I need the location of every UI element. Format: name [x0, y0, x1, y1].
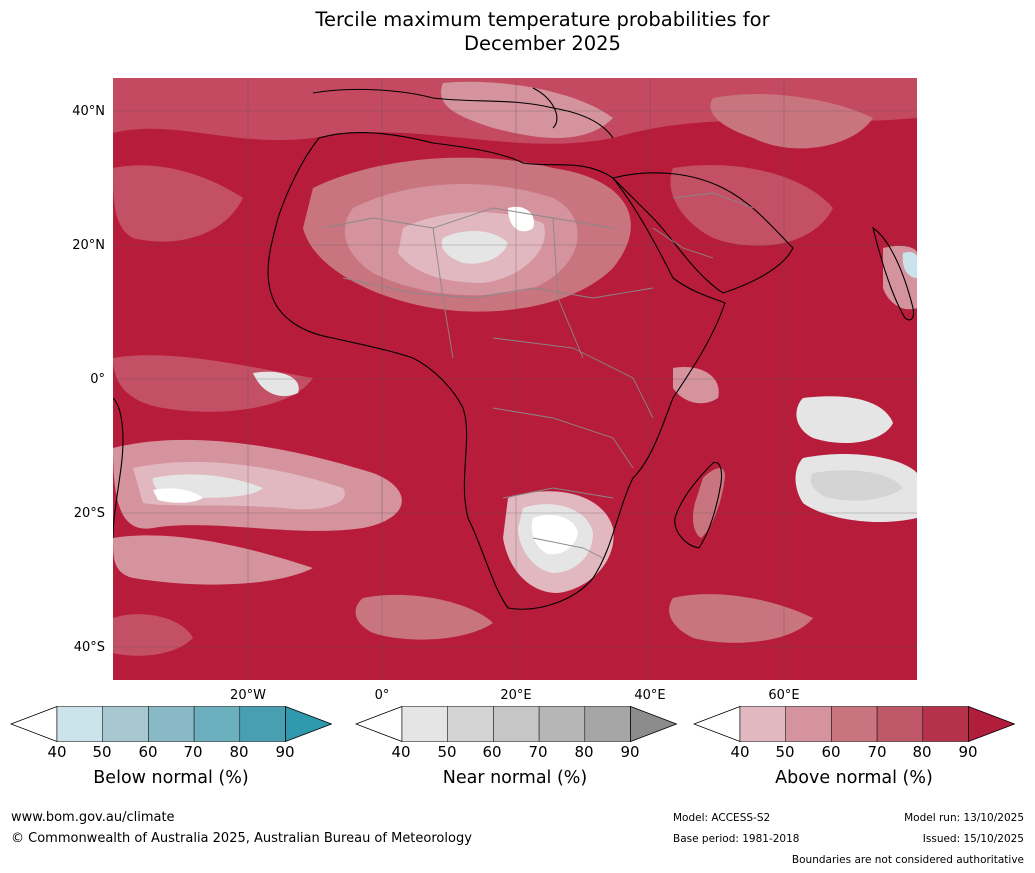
probability-regions — [113, 78, 917, 656]
below-tick-50: 50 — [92, 743, 112, 761]
above-tick-80: 80 — [912, 743, 932, 761]
colorbar-extend-high — [968, 706, 1015, 742]
lon-label-0: 0° — [374, 688, 390, 703]
footer-issued: Issued: 15/10/2025 — [922, 833, 1024, 845]
colorbar-extend-low — [355, 706, 403, 742]
colorbar-segment — [831, 706, 878, 742]
colorbar-segment — [493, 706, 540, 742]
lat-label-20n: 20°N — [72, 238, 105, 253]
colorbar-extend-low — [693, 706, 741, 742]
colorbar-segment — [193, 706, 241, 742]
above-tick-60: 60 — [821, 743, 841, 761]
colorbar-segment — [148, 706, 195, 742]
above-tick-90: 90 — [958, 743, 978, 761]
footer-disclaimer: Boundaries are not considered authoritat… — [791, 854, 1024, 866]
lon-label-20w: 20°W — [230, 688, 266, 703]
footer-model: Model: ACCESS-S2 — [673, 812, 771, 824]
above-tick-50: 50 — [775, 743, 795, 761]
above-tick-70: 70 — [867, 743, 887, 761]
graticule — [113, 78, 917, 680]
colorbar-segment — [239, 706, 286, 742]
lon-label-40e: 40°E — [634, 688, 666, 703]
title-line-2: December 2025 — [464, 32, 621, 55]
lat-label-40s: 40°S — [73, 640, 105, 655]
lat-label-40n: 40°N — [72, 104, 105, 119]
colorbar-segment — [447, 706, 494, 742]
near-tick-70: 70 — [528, 743, 548, 761]
colorbar-extend-high — [285, 706, 332, 742]
country-borders — [322, 192, 754, 559]
near-tick-80: 80 — [574, 743, 594, 761]
below-tick-80: 80 — [229, 743, 249, 761]
footer-base-period: Base period: 1981-2018 — [673, 833, 800, 845]
above-normal-title: Above normal (%) — [775, 768, 933, 788]
near-normal-title: Near normal (%) — [442, 768, 588, 788]
footer-website: www.bom.gov.au/climate — [11, 810, 175, 825]
below-normal-title: Below normal (%) — [93, 768, 249, 788]
coastlines — [113, 87, 915, 610]
colorbar-segment — [401, 706, 448, 742]
footer-model-run: Model run: 13/10/2025 — [904, 812, 1024, 824]
colorbar-segment — [876, 706, 924, 742]
colorbar-extend-high — [630, 706, 677, 742]
probability-map — [113, 78, 917, 680]
colorbar-segment — [739, 706, 786, 742]
map-svg — [113, 78, 917, 680]
colorbar-near-normal — [355, 706, 677, 742]
below-tick-70: 70 — [183, 743, 203, 761]
lat-label-20s: 20°S — [73, 506, 105, 521]
near-tick-40: 40 — [391, 743, 411, 761]
colorbar-segment — [584, 706, 631, 742]
colorbar-extend-low — [10, 706, 58, 742]
below-tick-90: 90 — [275, 743, 295, 761]
footer-copyright: © Commonwealth of Australia 2025, Austra… — [11, 831, 472, 846]
chart-title: Tercile maximum temperature probabilitie… — [0, 8, 1035, 56]
lon-label-60e: 60°E — [768, 688, 800, 703]
below-tick-60: 60 — [138, 743, 158, 761]
colorbar-above-normal — [693, 706, 1015, 742]
near-tick-90: 90 — [620, 743, 640, 761]
colorbar-segment — [56, 706, 103, 742]
lat-label-0: 0° — [90, 372, 105, 387]
near-tick-60: 60 — [482, 743, 502, 761]
lon-label-20e: 20°E — [500, 688, 532, 703]
title-line-1: Tercile maximum temperature probabilitie… — [315, 8, 770, 31]
colorbar-segment — [538, 706, 586, 742]
above-tick-40: 40 — [730, 743, 750, 761]
near-tick-50: 50 — [437, 743, 457, 761]
colorbar-below-normal — [10, 706, 332, 742]
colorbar-segment — [102, 706, 149, 742]
below-tick-40: 40 — [47, 743, 67, 761]
colorbar-segment — [785, 706, 832, 742]
colorbar-segment — [922, 706, 969, 742]
